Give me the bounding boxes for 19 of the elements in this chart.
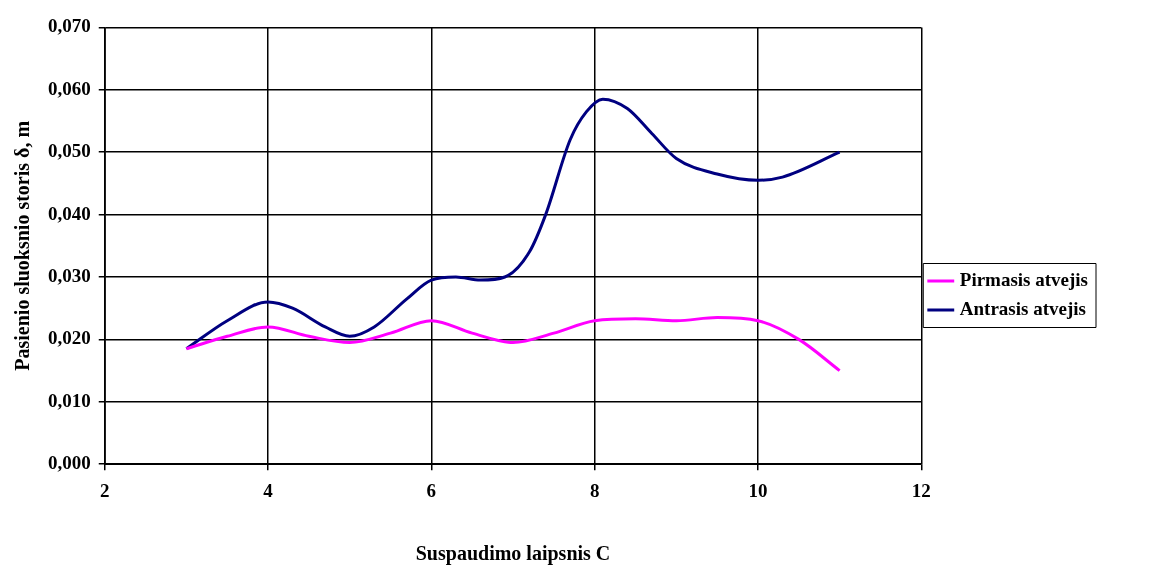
legend-label: Antrasis atvejis (959, 297, 1086, 319)
x-axis-title: Suspaudimo laipsnis C (415, 542, 611, 566)
y-tick-label: 0,060 (48, 77, 91, 99)
x-tick-label: 10 (748, 479, 768, 501)
y-tick-label: 0,020 (48, 327, 91, 349)
y-tick-label: 0,050 (48, 140, 91, 162)
y-tick-label: 0,070 (48, 15, 91, 37)
x-tick-label: 2 (100, 479, 110, 501)
y-tick-label: 0,040 (48, 202, 91, 224)
y-tick-label: 0,030 (48, 264, 91, 286)
x-tick-label: 8 (589, 479, 600, 501)
legend-label: Pirmasis atvejis (959, 268, 1089, 290)
x-tick-label: 4 (263, 479, 274, 501)
line-series (184, 316, 842, 373)
x-tick-label: 12 (911, 479, 931, 501)
y-axis-title: Pasienio sluoksnio storis δ, m (11, 120, 34, 371)
y-tick-label: 0,010 (48, 389, 91, 411)
x-tick-label: 6 (426, 479, 437, 501)
y-tick-label: 0,000 (48, 452, 91, 474)
